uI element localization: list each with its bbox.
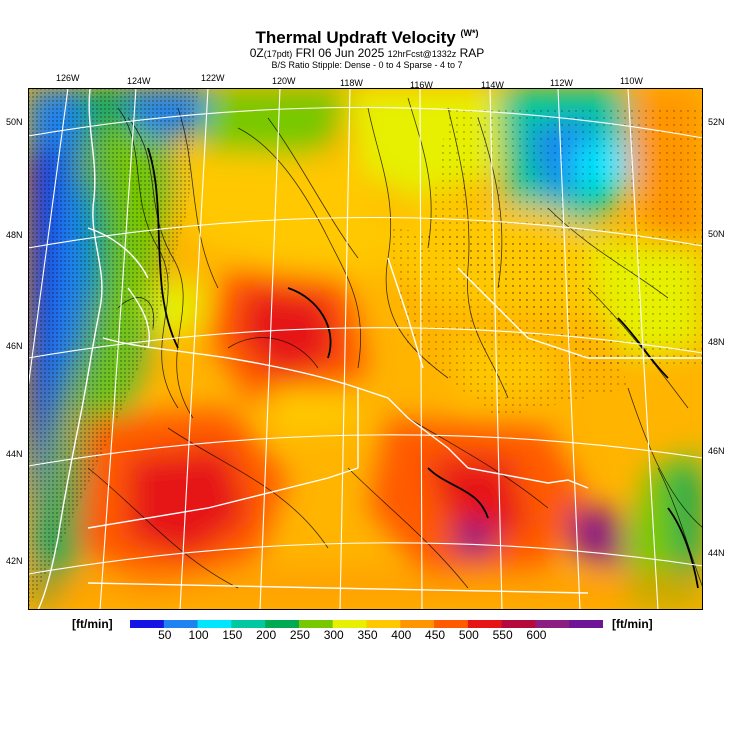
lat-label: 42N [6,556,23,566]
lon-label: 110W [620,76,643,86]
title-text: Thermal Updraft Velocity [255,28,456,47]
color-scale-tick: 200 [256,628,277,642]
lat-label: 44N [708,548,725,558]
lat-label: 48N [708,337,725,347]
valid-time: 0Z [249,46,264,60]
color-swatch [197,620,232,628]
color-swatch [467,620,503,628]
color-swatch [265,620,300,628]
lat-label: 50N [6,117,23,127]
lon-label: 122W [201,73,225,83]
color-swatch [434,620,469,628]
lon-label: 120W [272,76,296,86]
local-time: (17pdt) [263,49,293,59]
lon-label: 126W [56,73,80,83]
units-right: [ft/min] [612,617,653,631]
forecast-hour: 12hrFcst@1332z [387,49,457,59]
color-swatch [366,620,401,628]
color-swatch [130,620,165,628]
model-name: RAP [456,46,485,60]
title-superscript: (W*) [460,28,479,38]
color-scale-tick: 100 [188,628,209,642]
stipple-sparse [388,228,628,418]
color-scale-tick: 550 [492,628,513,642]
lon-label: 112W [550,78,573,88]
lat-label: 48N [6,230,23,240]
lat-label: 44N [6,449,23,459]
stipple-sparse [428,108,703,368]
color-swatch [298,620,334,628]
color-swatch [535,620,570,628]
map-title: Thermal Updraft Velocity (W*) [0,28,734,48]
color-scale-tick: 600 [526,628,547,642]
color-scale-tick: 350 [357,628,378,642]
lon-label: 118W [340,78,363,88]
stipple-note: B/S Ratio Stipple: Dense - 0 to 4 Sparse… [271,60,463,70]
color-swatch [501,620,536,628]
color-swatch [332,620,367,628]
lon-label: 114W [481,80,504,90]
coastline [37,88,703,610]
color-scale-tick: 300 [323,628,344,642]
forecast-line: 0Z(17pdt) FRI 06 Jun 2025 12hrFcst@1332z… [0,46,734,60]
graticule [28,88,703,610]
terrain-contours-bold [147,147,699,589]
terrain-contours [87,97,703,589]
lat-label: 46N [708,446,725,456]
color-scale-tick: 450 [425,628,446,642]
valid-date: FRI 06 Jun 2025 [292,46,388,60]
lat-label: 52N [708,117,725,127]
map-frame [28,88,703,610]
color-scale-tick: 500 [458,628,479,642]
units-left: [ft/min] [72,617,113,631]
color-swatch [569,620,603,628]
lon-label: 116W [410,80,433,90]
lon-label: 124W [127,76,151,86]
color-scale-tick: 50 [158,628,172,642]
lat-label: 46N [6,341,23,351]
color-swatch [163,620,199,628]
updraft-map [28,88,703,610]
color-scale-tick: 250 [289,628,310,642]
color-scale-tick: 400 [391,628,412,642]
stipple-dense [28,88,198,610]
color-scale-tick: 150 [222,628,243,642]
color-swatch [400,620,435,628]
color-scale [130,620,603,628]
color-swatch [231,620,266,628]
lat-label: 50N [708,229,725,239]
